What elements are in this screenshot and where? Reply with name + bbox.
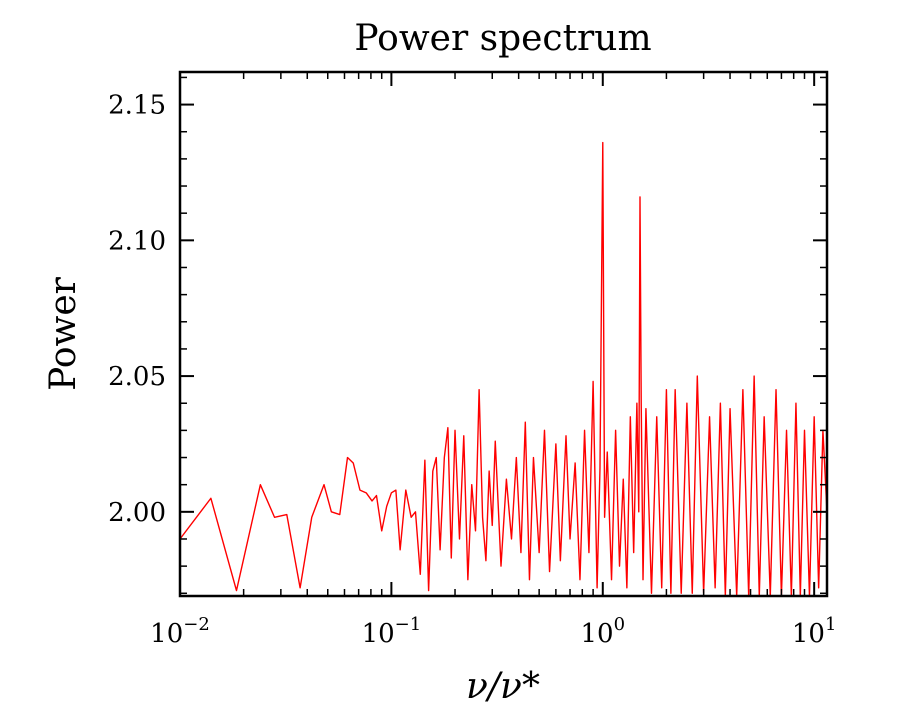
series-line-0	[180, 141, 827, 596]
y-axis-title: Power	[43, 276, 84, 391]
x-tick-label: 10−1	[362, 614, 422, 649]
y-tick-label: 2.15	[108, 91, 166, 121]
y-tick-label: 2.00	[108, 498, 166, 528]
x-tick-label: 100	[581, 614, 626, 649]
x-tick-label: 101	[792, 614, 837, 649]
chart-title: Power spectrum	[354, 18, 651, 59]
axes-frame	[178, 70, 829, 598]
plot-area: 2.00 2.05 2.10 2.15 10−2 10−1 100 101	[108, 70, 837, 649]
y-tick-label: 2.05	[108, 362, 166, 392]
y-tick-label: 2.10	[108, 226, 166, 256]
x-axis-title: ν/ν*	[466, 666, 540, 707]
x-tick-label: 10−2	[150, 614, 210, 649]
